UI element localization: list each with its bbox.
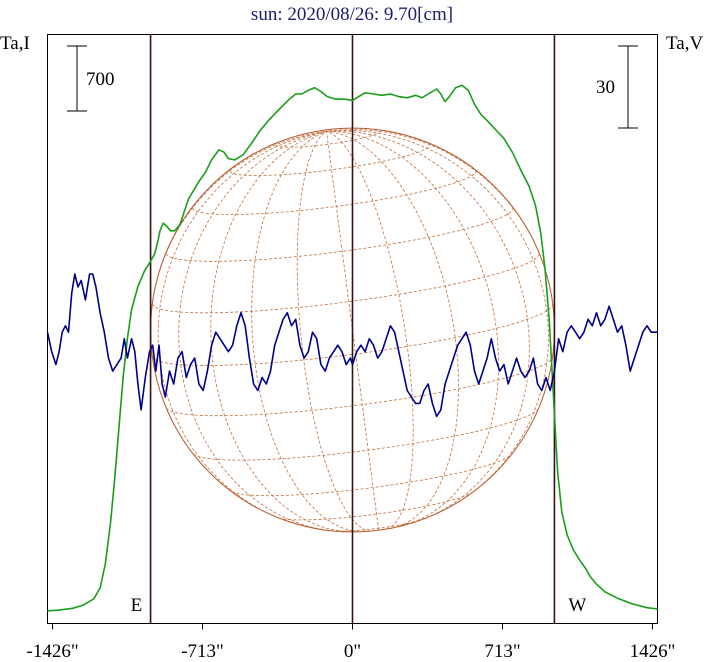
left-scale-value: 700: [86, 69, 115, 90]
right-scale-bar: 30: [596, 45, 638, 129]
disk-latitude-line: [165, 357, 553, 417]
x-tick-label: 0": [344, 641, 361, 662]
x-tick-label: 713": [484, 641, 520, 662]
disk-longitude-line: [326, 130, 500, 525]
series-group: [46, 84, 658, 612]
limb-label-e: E: [131, 595, 143, 616]
disk-latitude-line: [152, 253, 540, 314]
x-tick-label: 1426": [630, 641, 676, 662]
x-tick-label: -1426": [27, 641, 79, 662]
disk-longitude-line: [326, 131, 380, 531]
disk-longitude-line: [157, 130, 327, 522]
disk-latitude-line: [165, 207, 514, 262]
disk-latitude-line: [192, 170, 477, 215]
disk-latitude-line: [275, 131, 380, 148]
disk-longitude-line: [210, 130, 349, 533]
left-axis-label: Ta,I: [0, 33, 30, 54]
chart-title: sun: 2020/08/26: 9.70[cm]: [251, 4, 453, 25]
x-axis-ticks: -1426" -713" 0" 713" 1426": [27, 623, 676, 662]
disk-longitude-line: [326, 129, 549, 499]
disk-longitude-line: [326, 130, 530, 520]
disk-longitude-line: [326, 129, 554, 304]
solar-disk: [150, 127, 555, 533]
right-axis-label: Ta,V: [666, 33, 703, 54]
disk-longitude-line: [178, 130, 334, 532]
series-line-stokes-v: [46, 273, 658, 418]
right-scale-value: 30: [596, 77, 615, 98]
limb-and-center-lines: [149, 34, 556, 624]
disk-longitude-line: [150, 130, 327, 357]
x-tick-label: -713": [181, 641, 224, 662]
disk-longitude-line: [326, 130, 460, 528]
disk-longitude-line: [326, 130, 414, 530]
limb-label-w: W: [568, 595, 586, 616]
left-scale-bar: 700: [67, 45, 115, 112]
disk-latitude-line: [278, 492, 473, 521]
disk-latitude-line: [229, 144, 431, 177]
disk-longitude-line: [296, 130, 371, 532]
disk-longitude-line: [251, 130, 363, 532]
series-line-intensity: [47, 84, 658, 612]
